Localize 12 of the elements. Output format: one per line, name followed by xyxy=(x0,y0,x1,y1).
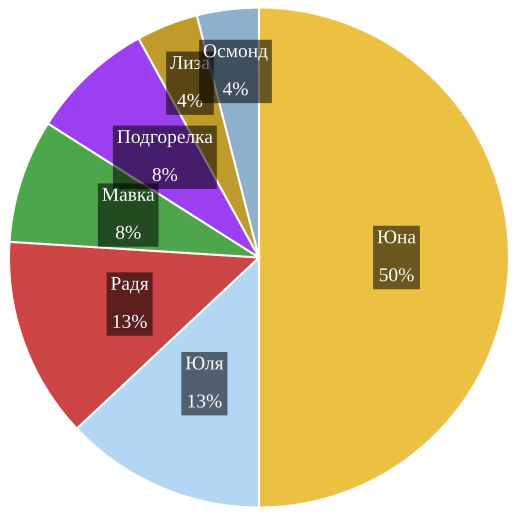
slice-label: Радя xyxy=(111,277,148,294)
data-label: 13% xyxy=(188,394,222,408)
data-label: 8% xyxy=(116,226,141,239)
data-label: 13% xyxy=(114,314,147,328)
data-label: 8% xyxy=(152,168,178,182)
data-label: 50% xyxy=(380,268,414,282)
data-label: 4% xyxy=(222,82,248,96)
slice-label: Юна xyxy=(378,230,416,244)
slice-label: Юля xyxy=(186,356,224,370)
slice-label: Подгорелка xyxy=(117,130,213,148)
data-label: 4% xyxy=(177,94,202,108)
slice-label: Мавка xyxy=(102,188,154,201)
